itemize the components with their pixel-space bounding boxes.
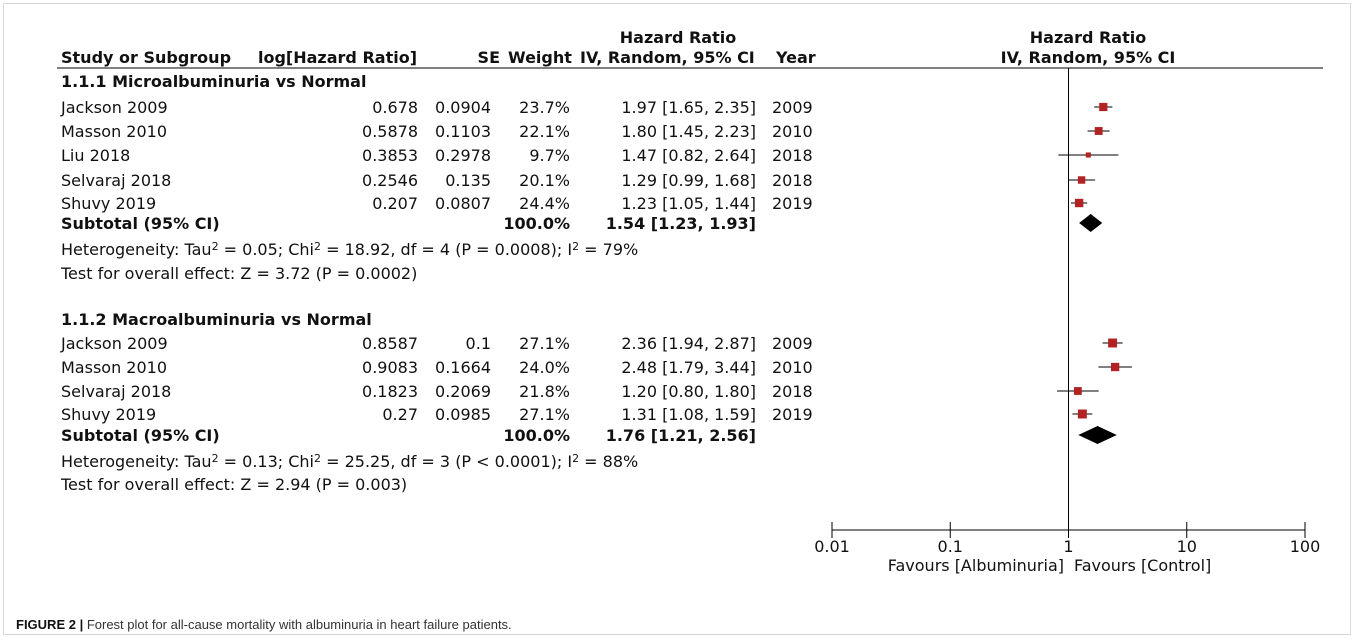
study-se: 0.1664	[435, 358, 491, 377]
study-name: Shuvy 2019	[61, 194, 157, 213]
point-estimate	[1099, 102, 1108, 112]
overall-effect-text: Test for overall effect: Z = 3.72 (P = 0…	[61, 264, 418, 283]
study-weight: 20.1%	[519, 171, 570, 190]
overall-effect-text: Test for overall effect: Z = 2.94 (P = 0…	[61, 475, 408, 494]
study-se: 0.1	[465, 334, 491, 353]
caption-label: FIGURE 2 |	[16, 617, 84, 632]
study-loghr: 0.3853	[362, 146, 418, 165]
study-weight: 23.7%	[519, 98, 570, 117]
point-estimate	[1085, 152, 1091, 158]
study-weight: 24.0%	[519, 358, 570, 377]
study-se: 0.1103	[435, 122, 491, 141]
study-year: 2010	[772, 122, 813, 141]
point-estimate	[1108, 338, 1118, 348]
study-weight: 21.8%	[519, 382, 570, 401]
study-weight: 27.1%	[519, 405, 570, 424]
study-weight: 27.1%	[519, 334, 570, 353]
study-se: 0.2978	[435, 146, 491, 165]
caption-text: Forest plot for all-cause mortality with…	[83, 617, 512, 632]
subtotal-ci: 1.54 [1.23, 1.93]	[605, 214, 756, 233]
study-year: 2018	[772, 146, 813, 165]
point-estimate	[1077, 176, 1086, 184]
study-loghr: 0.9083	[362, 358, 418, 377]
subtotal-label: Subtotal (95% CI)	[61, 214, 220, 233]
study-year: 2019	[772, 194, 813, 213]
plot-method: IV, Random, 95% CI	[1000, 48, 1176, 67]
study-se: 0.0985	[435, 405, 491, 424]
point-estimate	[1111, 362, 1120, 372]
study-se: 0.0904	[435, 98, 491, 117]
group-title: 1.1.1 Microalbuminuria vs Normal	[61, 72, 367, 91]
plot-marks	[831, 68, 1306, 538]
point-estimate	[1074, 198, 1084, 208]
study-ci: 1.47 [0.82, 2.64]	[621, 146, 756, 165]
figure-caption: FIGURE 2 | Forest plot for all-cause mor…	[16, 617, 512, 632]
group-title: 1.1.2 Macroalbuminuria vs Normal	[61, 310, 372, 329]
header-hr-method: IV, Random, 95% CI	[580, 48, 755, 67]
heterogeneity-text: Heterogeneity: Tau2 = 0.13; Chi2 = 25.25…	[61, 452, 639, 471]
tick-label: 0.1	[937, 537, 963, 556]
study-year: 2010	[772, 358, 813, 377]
study-loghr: 0.678	[372, 98, 418, 117]
study-year: 2019	[772, 405, 813, 424]
study-ci: 1.20 [0.80, 1.80]	[621, 382, 756, 401]
point-estimate	[1094, 127, 1103, 135]
study-weight: 9.7%	[529, 146, 570, 165]
point-estimate	[1077, 409, 1087, 419]
favours-left-label: Favours [Albuminuria]	[887, 556, 1064, 575]
header-loghr: log[Hazard Ratio]	[258, 48, 418, 67]
plot-title: Hazard Ratio	[1029, 28, 1147, 47]
study-se: 0.0807	[435, 194, 491, 213]
study-name: Liu 2018	[61, 146, 131, 165]
header-weight: Weight	[508, 48, 572, 67]
header-study: Study or Subgroup	[61, 48, 232, 67]
study-ci: 2.36 [1.94, 2.87]	[621, 334, 756, 353]
tick-label: 100	[1289, 537, 1321, 556]
tick-label: 0.01	[814, 537, 850, 556]
study-year: 2009	[772, 98, 813, 117]
subtotal-label: Subtotal (95% CI)	[61, 426, 220, 445]
study-weight: 22.1%	[519, 122, 570, 141]
subtotal-diamond	[1079, 214, 1103, 232]
study-ci: 1.31 [1.08, 1.59]	[621, 405, 756, 424]
header-hr-title: Hazard Ratio	[619, 28, 737, 47]
study-name: Jackson 2009	[61, 334, 168, 353]
study-year: 2018	[772, 382, 813, 401]
study-ci: 1.80 [1.45, 2.23]	[621, 122, 756, 141]
study-loghr: 0.8587	[362, 334, 418, 353]
study-se: 0.2069	[435, 382, 491, 401]
study-se: 0.135	[445, 171, 491, 190]
study-loghr: 0.2546	[362, 171, 418, 190]
subtotal-weight: 100.0%	[503, 426, 570, 445]
subtotal-weight: 100.0%	[503, 214, 570, 233]
subtotal-diamond	[1078, 426, 1117, 444]
study-year: 2009	[772, 334, 813, 353]
study-name: Jackson 2009	[61, 98, 168, 117]
header-year: Year	[776, 48, 816, 67]
tick-label: 1	[1063, 537, 1074, 556]
tick-label: 10	[1176, 537, 1197, 556]
study-ci: 1.23 [1.05, 1.44]	[621, 194, 756, 213]
study-ci: 1.97 [1.65, 2.35]	[621, 98, 756, 117]
study-loghr: 0.5878	[362, 122, 418, 141]
study-loghr: 0.1823	[362, 382, 418, 401]
study-year: 2018	[772, 171, 813, 190]
study-name: Masson 2010	[61, 358, 168, 377]
study-name: Selvaraj 2018	[61, 171, 172, 190]
favours-right-label: Favours [Control]	[1074, 556, 1212, 575]
study-ci: 1.29 [0.99, 1.68]	[621, 171, 756, 190]
study-weight: 24.4%	[519, 194, 570, 213]
subtotal-ci: 1.76 [1.21, 2.56]	[605, 426, 756, 445]
header-se: SE	[477, 48, 500, 67]
study-name: Selvaraj 2018	[61, 382, 172, 401]
point-estimate	[1073, 387, 1082, 395]
study-name: Masson 2010	[61, 122, 168, 141]
figure-frame	[3, 3, 1351, 635]
study-loghr: 0.27	[382, 405, 418, 424]
study-name: Shuvy 2019	[61, 405, 157, 424]
study-ci: 2.48 [1.79, 3.44]	[621, 358, 756, 377]
heterogeneity-text: Heterogeneity: Tau2 = 0.05; Chi2 = 18.92…	[61, 240, 639, 259]
study-loghr: 0.207	[372, 194, 418, 213]
